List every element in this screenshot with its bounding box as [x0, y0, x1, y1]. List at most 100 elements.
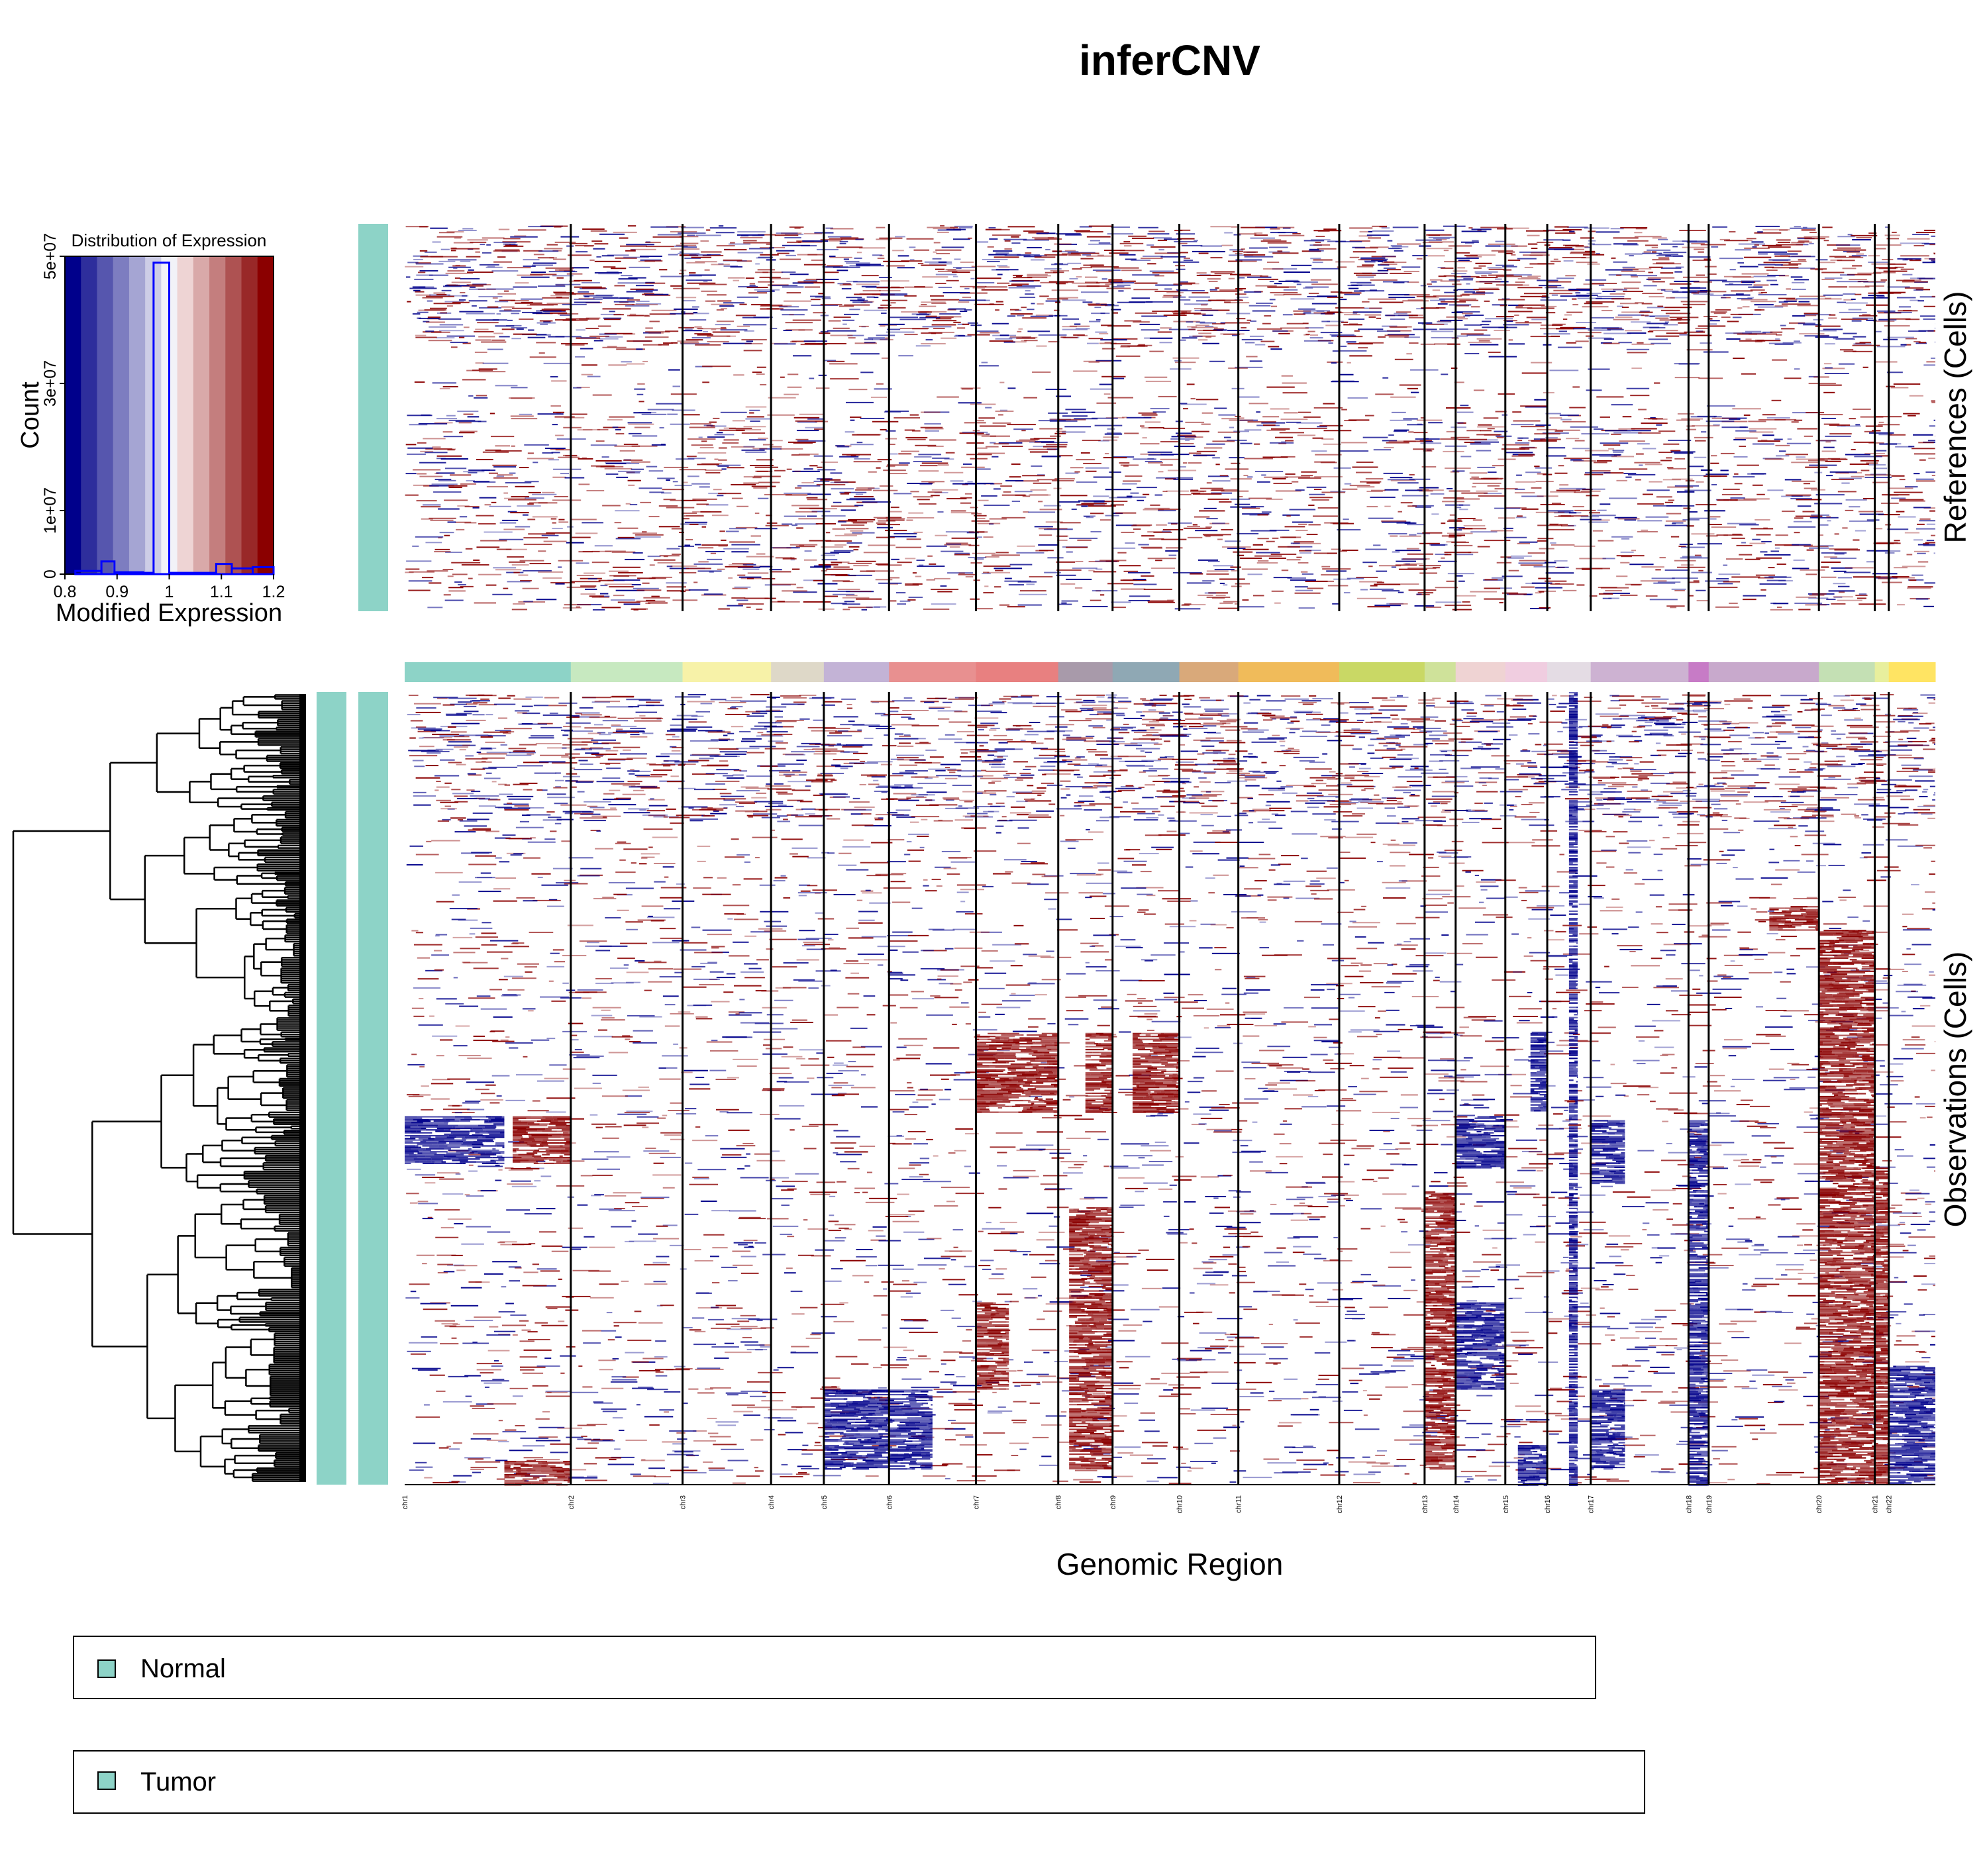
- heatmap-cell: [1833, 583, 1846, 585]
- heatmap-cell: [492, 297, 498, 299]
- heatmap-cell: [1665, 520, 1686, 522]
- heatmap-cell: [856, 264, 881, 266]
- heatmap-cell: [493, 477, 519, 479]
- heatmap-cell: [459, 516, 468, 518]
- histogram-x-tick-label: 1.2: [262, 583, 285, 601]
- heatmap-cell: [1508, 304, 1524, 306]
- heatmap-cell: [752, 234, 764, 236]
- heatmap-cell: [931, 303, 946, 305]
- heatmap-cell: [1157, 331, 1172, 333]
- heatmap-cell: [1086, 517, 1094, 518]
- heatmap-cell: [593, 248, 605, 250]
- heatmap-cell: [1694, 436, 1713, 438]
- heatmap-cell: [1859, 593, 1867, 595]
- heatmap-cell: [1215, 464, 1220, 466]
- heatmap-cell: [509, 472, 516, 474]
- heatmap-cell: [1926, 523, 1935, 525]
- heatmap-cell: [1849, 286, 1870, 288]
- heatmap-cell: [1648, 279, 1655, 281]
- heatmap-cell: [1064, 426, 1092, 428]
- heatmap-cell: [1821, 552, 1847, 554]
- heatmap-cell: [1746, 238, 1757, 240]
- heatmap-cell: [1656, 424, 1662, 426]
- heatmap-cell: [1172, 357, 1199, 359]
- heatmap-cell: [1823, 240, 1829, 242]
- heatmap-cell: [796, 587, 803, 589]
- heatmap-cell: [975, 608, 993, 610]
- heatmap-cell: [1302, 313, 1331, 315]
- heatmap-cell: [1153, 237, 1172, 239]
- heatmap-cell: [1837, 247, 1861, 249]
- heatmap-cell: [1072, 268, 1082, 270]
- heatmap-cell: [1700, 469, 1713, 471]
- heatmap-cell: [1854, 456, 1882, 458]
- heatmap-cell: [1210, 226, 1231, 228]
- heatmap-cell: [1023, 511, 1029, 513]
- heatmap-cell: [678, 326, 695, 328]
- heatmap-cell: [1484, 587, 1501, 589]
- heatmap-cell: [744, 566, 772, 568]
- heatmap-cell: [1517, 542, 1531, 544]
- heatmap-cell: [1321, 574, 1339, 576]
- heatmap-cell: [444, 301, 464, 303]
- heatmap-cell: [1531, 582, 1553, 584]
- heatmap-cell: [691, 444, 713, 446]
- heatmap-cell: [1407, 424, 1424, 426]
- heatmap-cell: [1519, 541, 1538, 543]
- heatmap-cell: [684, 589, 691, 591]
- heatmap-cell: [961, 466, 985, 468]
- heatmap-cell: [737, 231, 766, 233]
- heatmap-cell: [1014, 491, 1033, 493]
- heatmap-cell: [405, 276, 411, 278]
- heatmap-cell: [1333, 578, 1351, 580]
- heatmap-cell: [1459, 509, 1468, 511]
- heatmap-cell: [1834, 256, 1864, 258]
- heatmap-cell: [919, 483, 933, 485]
- heatmap-cell: [491, 270, 519, 272]
- heatmap-cell: [1732, 276, 1754, 278]
- heatmap-cell: [1851, 298, 1856, 300]
- heatmap-cell: [1824, 372, 1849, 374]
- heatmap-cell: [1755, 519, 1770, 521]
- heatmap-cell: [1888, 494, 1899, 496]
- heatmap-cell: [600, 313, 621, 315]
- heatmap-cell: [427, 607, 443, 609]
- heatmap-cell: [904, 334, 918, 336]
- heatmap-cell: [1601, 309, 1613, 311]
- heatmap-cell: [1456, 507, 1462, 509]
- heatmap-cell: [1758, 251, 1788, 253]
- heatmap-cell: [1407, 524, 1425, 526]
- heatmap-cell: [537, 413, 564, 415]
- heatmap-cell: [1302, 322, 1309, 324]
- heatmap-cell: [1741, 542, 1746, 544]
- heatmap-cell: [670, 230, 697, 232]
- heatmap-cell: [1428, 236, 1456, 238]
- heatmap-cell: [1024, 340, 1038, 342]
- heatmap-cell: [1286, 559, 1301, 561]
- heatmap-cell: [1102, 439, 1118, 441]
- heatmap-cell: [1065, 234, 1082, 236]
- heatmap-cell: [1857, 272, 1882, 274]
- heatmap-cell: [1847, 273, 1872, 275]
- heatmap-cell: [1208, 299, 1226, 301]
- heatmap-cell: [586, 317, 601, 319]
- heatmap-cell: [1278, 332, 1290, 334]
- heatmap-cell: [979, 425, 1006, 427]
- heatmap-cell: [1160, 454, 1190, 456]
- heatmap-cell: [1261, 474, 1266, 476]
- heatmap-cell: [984, 286, 1007, 288]
- heatmap-cell: [442, 385, 458, 387]
- heatmap-cell: [1786, 442, 1811, 444]
- heatmap-cell: [784, 393, 799, 395]
- heatmap-cell: [846, 542, 862, 544]
- heatmap-cell: [1597, 509, 1607, 511]
- heatmap-cell: [1624, 519, 1637, 521]
- heatmap-cell: [802, 240, 829, 242]
- heatmap-cell: [1078, 285, 1100, 287]
- heatmap-cell: [1217, 431, 1241, 433]
- heatmap-cell: [952, 483, 975, 485]
- heatmap-cell: [1568, 288, 1590, 290]
- heatmap-cell: [1168, 328, 1196, 330]
- heatmap-cell: [1776, 244, 1804, 246]
- heatmap-cell: [1104, 250, 1125, 252]
